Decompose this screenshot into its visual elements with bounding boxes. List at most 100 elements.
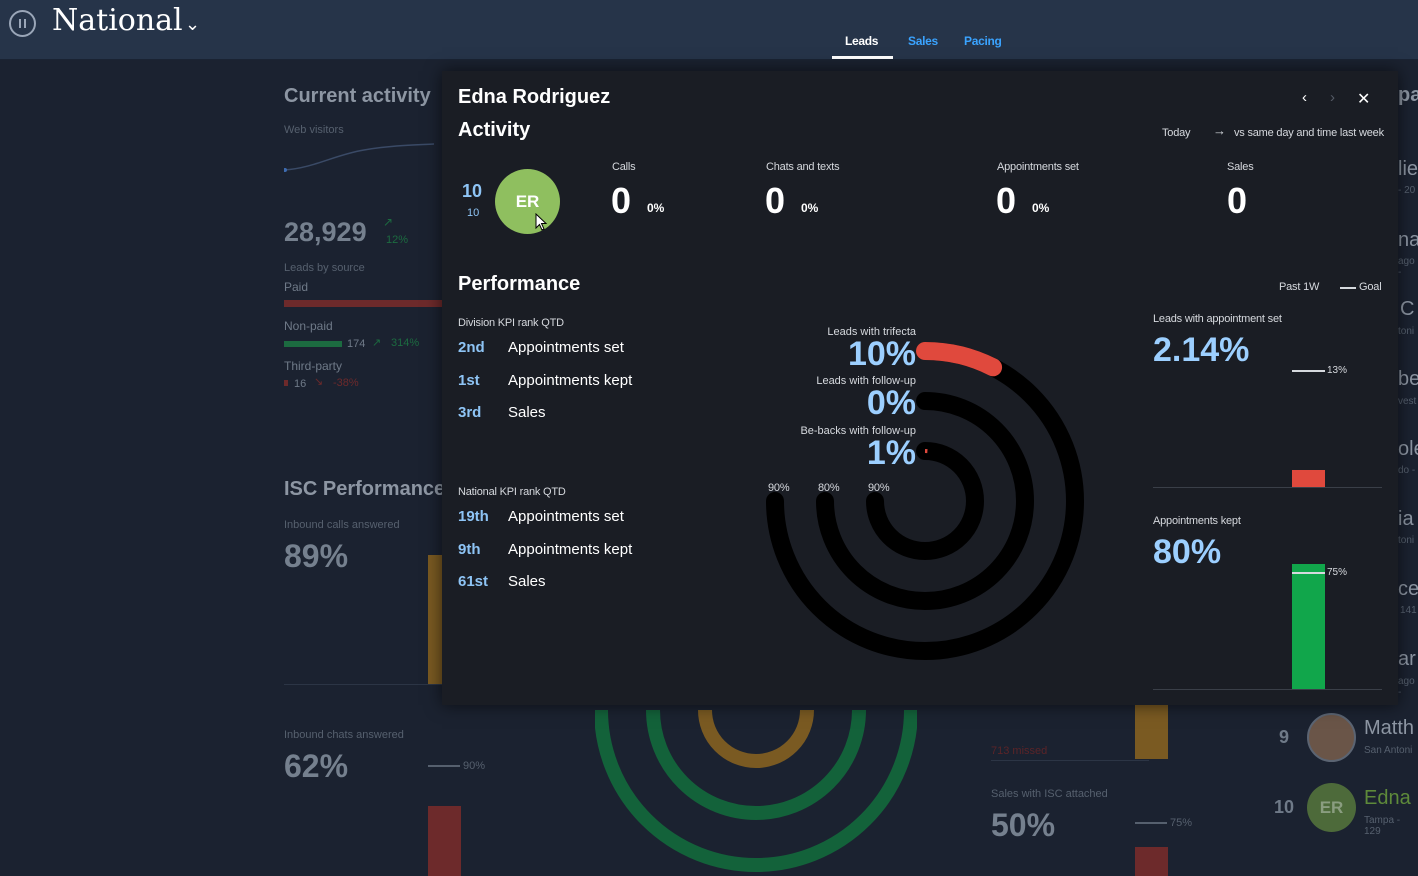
bg-fragment: vest xyxy=(1398,396,1417,407)
previous-icon[interactable]: ‹ xyxy=(1302,89,1307,106)
person-name: Edna Rodriguez xyxy=(458,86,611,108)
national-rank: 19th xyxy=(458,508,489,525)
isc-performance-title: ISC Performance xyxy=(284,478,446,500)
appt-set-goal: 13% xyxy=(1327,365,1348,376)
avatar[interactable]: ER xyxy=(1307,783,1356,832)
bg-fragment: toni xyxy=(1398,326,1415,337)
bg-fragment: ago - xyxy=(1398,256,1415,278)
metric-pct: 0% xyxy=(1032,201,1050,215)
bg-fragment: ar xyxy=(1398,648,1416,670)
today-label[interactable]: Today xyxy=(1162,127,1191,139)
national-rank: 61st xyxy=(458,573,489,590)
goal-line xyxy=(1135,822,1167,824)
sales-isc-bar xyxy=(1135,847,1168,876)
source-nonpaid-value: 174 xyxy=(347,338,366,350)
bg-fragment: 141 xyxy=(1400,605,1417,616)
sales-isc-value: 50% xyxy=(991,807,1056,843)
region-title[interactable]: National xyxy=(52,3,183,38)
ring-label: Leads with follow-up xyxy=(816,375,916,387)
metric-value: 0 xyxy=(996,180,1017,221)
leaderboard-rank: 10 xyxy=(1274,797,1295,817)
web-visitors-value: 28,929 xyxy=(284,217,367,247)
goal-line xyxy=(1292,572,1325,574)
leaderboard-sub: Tampa - 129 xyxy=(1364,815,1401,837)
leaderboard-name[interactable]: Matth xyxy=(1364,717,1415,739)
national-kpi-label: National KPI rank QTD xyxy=(458,486,566,498)
appt-kept-bar xyxy=(1292,564,1325,689)
tab-pacing[interactable]: Pacing xyxy=(964,34,1002,48)
division-rank-name: Sales xyxy=(508,404,546,421)
divider xyxy=(284,684,442,685)
metric-value: 0 xyxy=(611,180,632,221)
leads-by-source-label: Leads by source xyxy=(284,262,365,274)
performance-title: Performance xyxy=(458,273,581,295)
bg-fragment: C xyxy=(1400,298,1415,320)
metric-label: Chats and texts xyxy=(766,161,840,173)
inbound-calls-value: 89% xyxy=(284,538,349,574)
national-rank: 9th xyxy=(458,541,481,558)
source-paid-label: Paid xyxy=(284,280,309,294)
chevron-down-icon[interactable]: ⌄ xyxy=(185,14,201,34)
metric-value: 0 xyxy=(1227,180,1248,221)
ring-value: 10% xyxy=(847,335,916,373)
source-nonpaid-bar xyxy=(284,341,342,347)
rank-sub: 10 xyxy=(467,207,480,219)
rank-value: 10 xyxy=(462,181,483,201)
division-rank: 3rd xyxy=(458,404,482,421)
leaderboard-name[interactable]: Edna xyxy=(1364,787,1411,809)
close-icon[interactable]: ✕ xyxy=(1357,91,1371,108)
bg-fragment: do - xyxy=(1398,465,1416,476)
tab-sales[interactable]: Sales xyxy=(908,34,938,48)
metric-label: Calls xyxy=(612,161,636,173)
bg-fragment: ia xyxy=(1398,508,1414,530)
bg-fragment: - 20 xyxy=(1398,185,1416,196)
bg-fragment: pa xyxy=(1398,84,1418,106)
appt-set-bar xyxy=(1292,469,1325,487)
tab-leads[interactable]: Leads xyxy=(845,34,879,48)
bg-bar xyxy=(1135,705,1168,759)
baseline xyxy=(1153,487,1382,488)
missed-label: 713 missed xyxy=(991,745,1048,757)
divider xyxy=(991,760,1149,761)
division-kpi-label: Division KPI rank QTD xyxy=(458,317,564,329)
bg-fragment: toni xyxy=(1398,535,1415,546)
appt-set-label: Leads with appointment set xyxy=(1153,313,1282,325)
goal-line xyxy=(1292,370,1325,372)
trend-up-icon: ↗ xyxy=(372,337,382,349)
ring-label: Leads with trifecta xyxy=(827,326,916,338)
next-icon[interactable]: › xyxy=(1330,89,1335,106)
mouse-cursor-icon xyxy=(535,213,548,231)
inbound-chats-bar xyxy=(428,806,461,876)
web-visitors-change: 12% xyxy=(386,234,409,246)
compare-label[interactable]: vs same day and time last week xyxy=(1234,127,1384,139)
source-thirdparty-bar xyxy=(284,380,288,386)
inbound-chats-value: 62% xyxy=(284,748,349,784)
sales-isc-goal: 75% xyxy=(1170,817,1193,829)
source-paid-bar xyxy=(284,300,442,307)
division-rank-name: Appointments kept xyxy=(508,372,633,389)
ring-track xyxy=(866,442,984,560)
ring-progress xyxy=(916,341,1003,377)
ring-goal-label: 90% xyxy=(868,482,890,494)
leaderboard-sub: San Antoni xyxy=(1364,745,1413,756)
division-rank-name: Appointments set xyxy=(508,339,624,356)
metric-pct: 0% xyxy=(801,201,819,215)
appt-kept-value: 80% xyxy=(1153,533,1222,571)
national-rank-name: Appointments set xyxy=(508,508,624,525)
ring-value: 1% xyxy=(866,434,916,472)
pause-icon[interactable] xyxy=(9,10,36,37)
bg-fragment: lie xyxy=(1398,158,1418,180)
ring-goal-label: 90% xyxy=(768,482,790,494)
inbound-chats-label: Inbound chats answered xyxy=(284,729,404,741)
web-visitors-sparkline xyxy=(284,143,434,172)
legend-goal: Goal xyxy=(1359,281,1382,293)
legend-past: Past 1W xyxy=(1279,281,1320,293)
source-nonpaid-change: 314% xyxy=(391,337,420,349)
metric-label: Sales xyxy=(1227,161,1254,173)
avatar[interactable] xyxy=(1307,713,1356,762)
avatar[interactable]: ER xyxy=(495,169,560,234)
bg-fragment: na xyxy=(1398,229,1418,251)
trend-up-icon: ↗ xyxy=(383,215,394,229)
inbound-chats-goal: 90% xyxy=(463,760,486,772)
kpi-rings-chart xyxy=(766,341,1084,660)
